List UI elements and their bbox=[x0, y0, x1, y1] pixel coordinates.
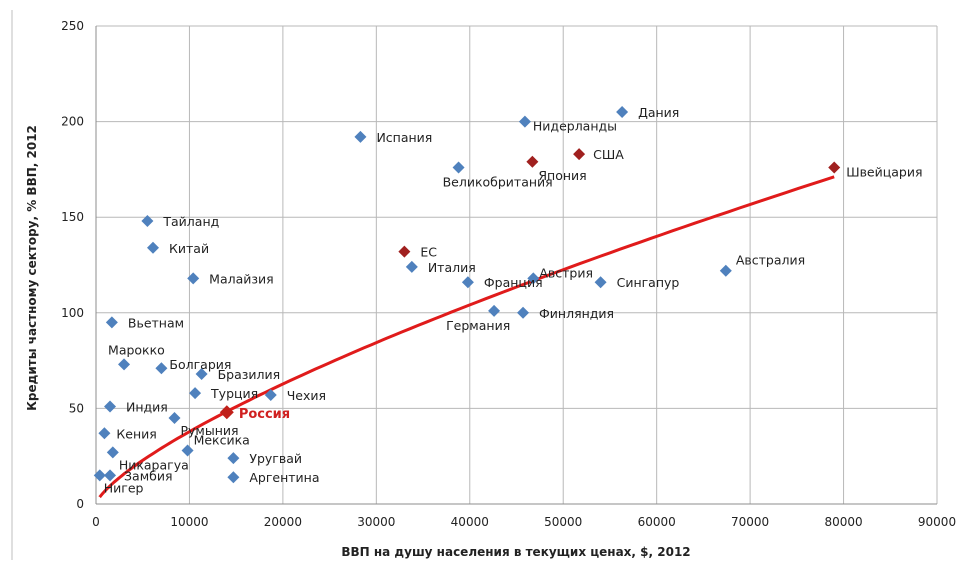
data-point bbox=[527, 272, 540, 285]
data-point bbox=[405, 260, 418, 273]
trend-line bbox=[98, 175, 835, 499]
data-point bbox=[452, 161, 465, 174]
data-point bbox=[141, 215, 154, 228]
point-label: Индия bbox=[126, 399, 168, 414]
data-point bbox=[219, 405, 234, 420]
data-point bbox=[106, 446, 119, 459]
data-point bbox=[264, 389, 277, 402]
point-label: Швейцария bbox=[846, 164, 922, 179]
point-label: Австрия bbox=[539, 265, 593, 280]
data-point bbox=[398, 245, 411, 258]
data-point bbox=[461, 276, 474, 289]
data-point bbox=[147, 241, 160, 254]
point-label: Никарагуа bbox=[119, 457, 189, 472]
data-points bbox=[93, 106, 841, 484]
axes bbox=[95, 26, 937, 505]
data-point bbox=[93, 469, 106, 482]
data-point bbox=[187, 272, 200, 285]
point-label: Финляндия bbox=[539, 306, 614, 321]
x-tick-label: 20000 bbox=[264, 515, 302, 529]
data-point bbox=[189, 387, 202, 400]
data-point bbox=[616, 106, 629, 119]
x-tick-label: 0 bbox=[92, 515, 100, 529]
data-point bbox=[517, 306, 530, 319]
point-label: Болгария bbox=[169, 357, 231, 372]
x-tick-label: 10000 bbox=[170, 515, 208, 529]
point-label: Германия bbox=[446, 318, 510, 333]
data-point bbox=[828, 161, 841, 174]
data-point bbox=[354, 130, 367, 143]
point-label: Дания bbox=[638, 105, 679, 120]
y-axis-title: Кредиты частному сектору, % ВВП, 2012 bbox=[25, 125, 39, 411]
trendline bbox=[98, 175, 835, 499]
data-point bbox=[155, 362, 168, 375]
point-label: Италия bbox=[428, 260, 476, 275]
point-label: Мексика bbox=[194, 432, 250, 447]
point-label: Малайзия bbox=[209, 271, 274, 286]
x-tick-label: 80000 bbox=[824, 515, 862, 529]
data-point bbox=[104, 469, 117, 482]
point-label: Тайланд bbox=[162, 214, 219, 229]
data-point bbox=[168, 411, 181, 424]
data-point bbox=[488, 304, 501, 317]
point-label: Уругвай bbox=[249, 451, 302, 466]
data-point bbox=[518, 115, 531, 128]
data-point bbox=[526, 155, 539, 168]
point-label: Япония bbox=[538, 168, 586, 183]
y-tick-label: 150 bbox=[61, 210, 84, 224]
y-tick-label: 0 bbox=[76, 497, 84, 511]
data-point bbox=[594, 276, 607, 289]
data-point bbox=[104, 400, 117, 413]
point-label: Аргентина bbox=[249, 470, 319, 485]
point-label: Нигер bbox=[104, 480, 144, 495]
point-label: Румыния bbox=[180, 423, 238, 438]
tick-labels: 0 10000 20000 30000 40000 50000 60000 70000 8000… bbox=[61, 19, 956, 529]
data-point bbox=[105, 316, 118, 329]
y-tick-label: 250 bbox=[61, 19, 84, 33]
point-label: Замбия bbox=[124, 468, 172, 483]
point-label: Сингапур bbox=[617, 275, 680, 290]
point-label: Великобритания bbox=[443, 174, 553, 189]
y-tick-label: 200 bbox=[61, 115, 84, 129]
x-tick-label: 50000 bbox=[544, 515, 582, 529]
x-tick-label: 40000 bbox=[451, 515, 489, 529]
point-label: ЕС bbox=[420, 245, 437, 260]
point-label: Чехия bbox=[287, 388, 326, 403]
data-point bbox=[195, 367, 208, 380]
x-tick-label: 60000 bbox=[638, 515, 676, 529]
point-label: Китай bbox=[169, 241, 209, 256]
point-label: Бразилия bbox=[218, 367, 281, 382]
point-label: Франция bbox=[484, 275, 543, 290]
y-tick-label: 100 bbox=[61, 306, 84, 320]
y-tick-label: 50 bbox=[69, 401, 84, 415]
x-axis-title: ВВП на душу населения в текущих ценах, $… bbox=[341, 545, 690, 559]
point-label: Вьетнам bbox=[128, 315, 184, 330]
x-tick-label: 30000 bbox=[357, 515, 395, 529]
data-point bbox=[181, 444, 194, 457]
data-point bbox=[719, 264, 732, 277]
data-point bbox=[227, 471, 240, 484]
point-label: Марокко bbox=[108, 342, 165, 357]
x-tick-label: 70000 bbox=[731, 515, 769, 529]
point-label: Испания bbox=[376, 130, 432, 145]
data-point bbox=[118, 358, 131, 371]
point-label: США bbox=[593, 147, 624, 162]
x-tick-label: 90000 bbox=[918, 515, 956, 529]
point-label: Нидерланды bbox=[533, 119, 617, 134]
point-label: Кения bbox=[116, 426, 156, 441]
data-point bbox=[227, 452, 240, 465]
data-point bbox=[98, 427, 111, 440]
point-label: Австралия bbox=[736, 253, 805, 268]
point-label: Россия bbox=[239, 407, 290, 422]
data-point bbox=[573, 148, 586, 161]
point-label: Турция bbox=[210, 386, 258, 401]
